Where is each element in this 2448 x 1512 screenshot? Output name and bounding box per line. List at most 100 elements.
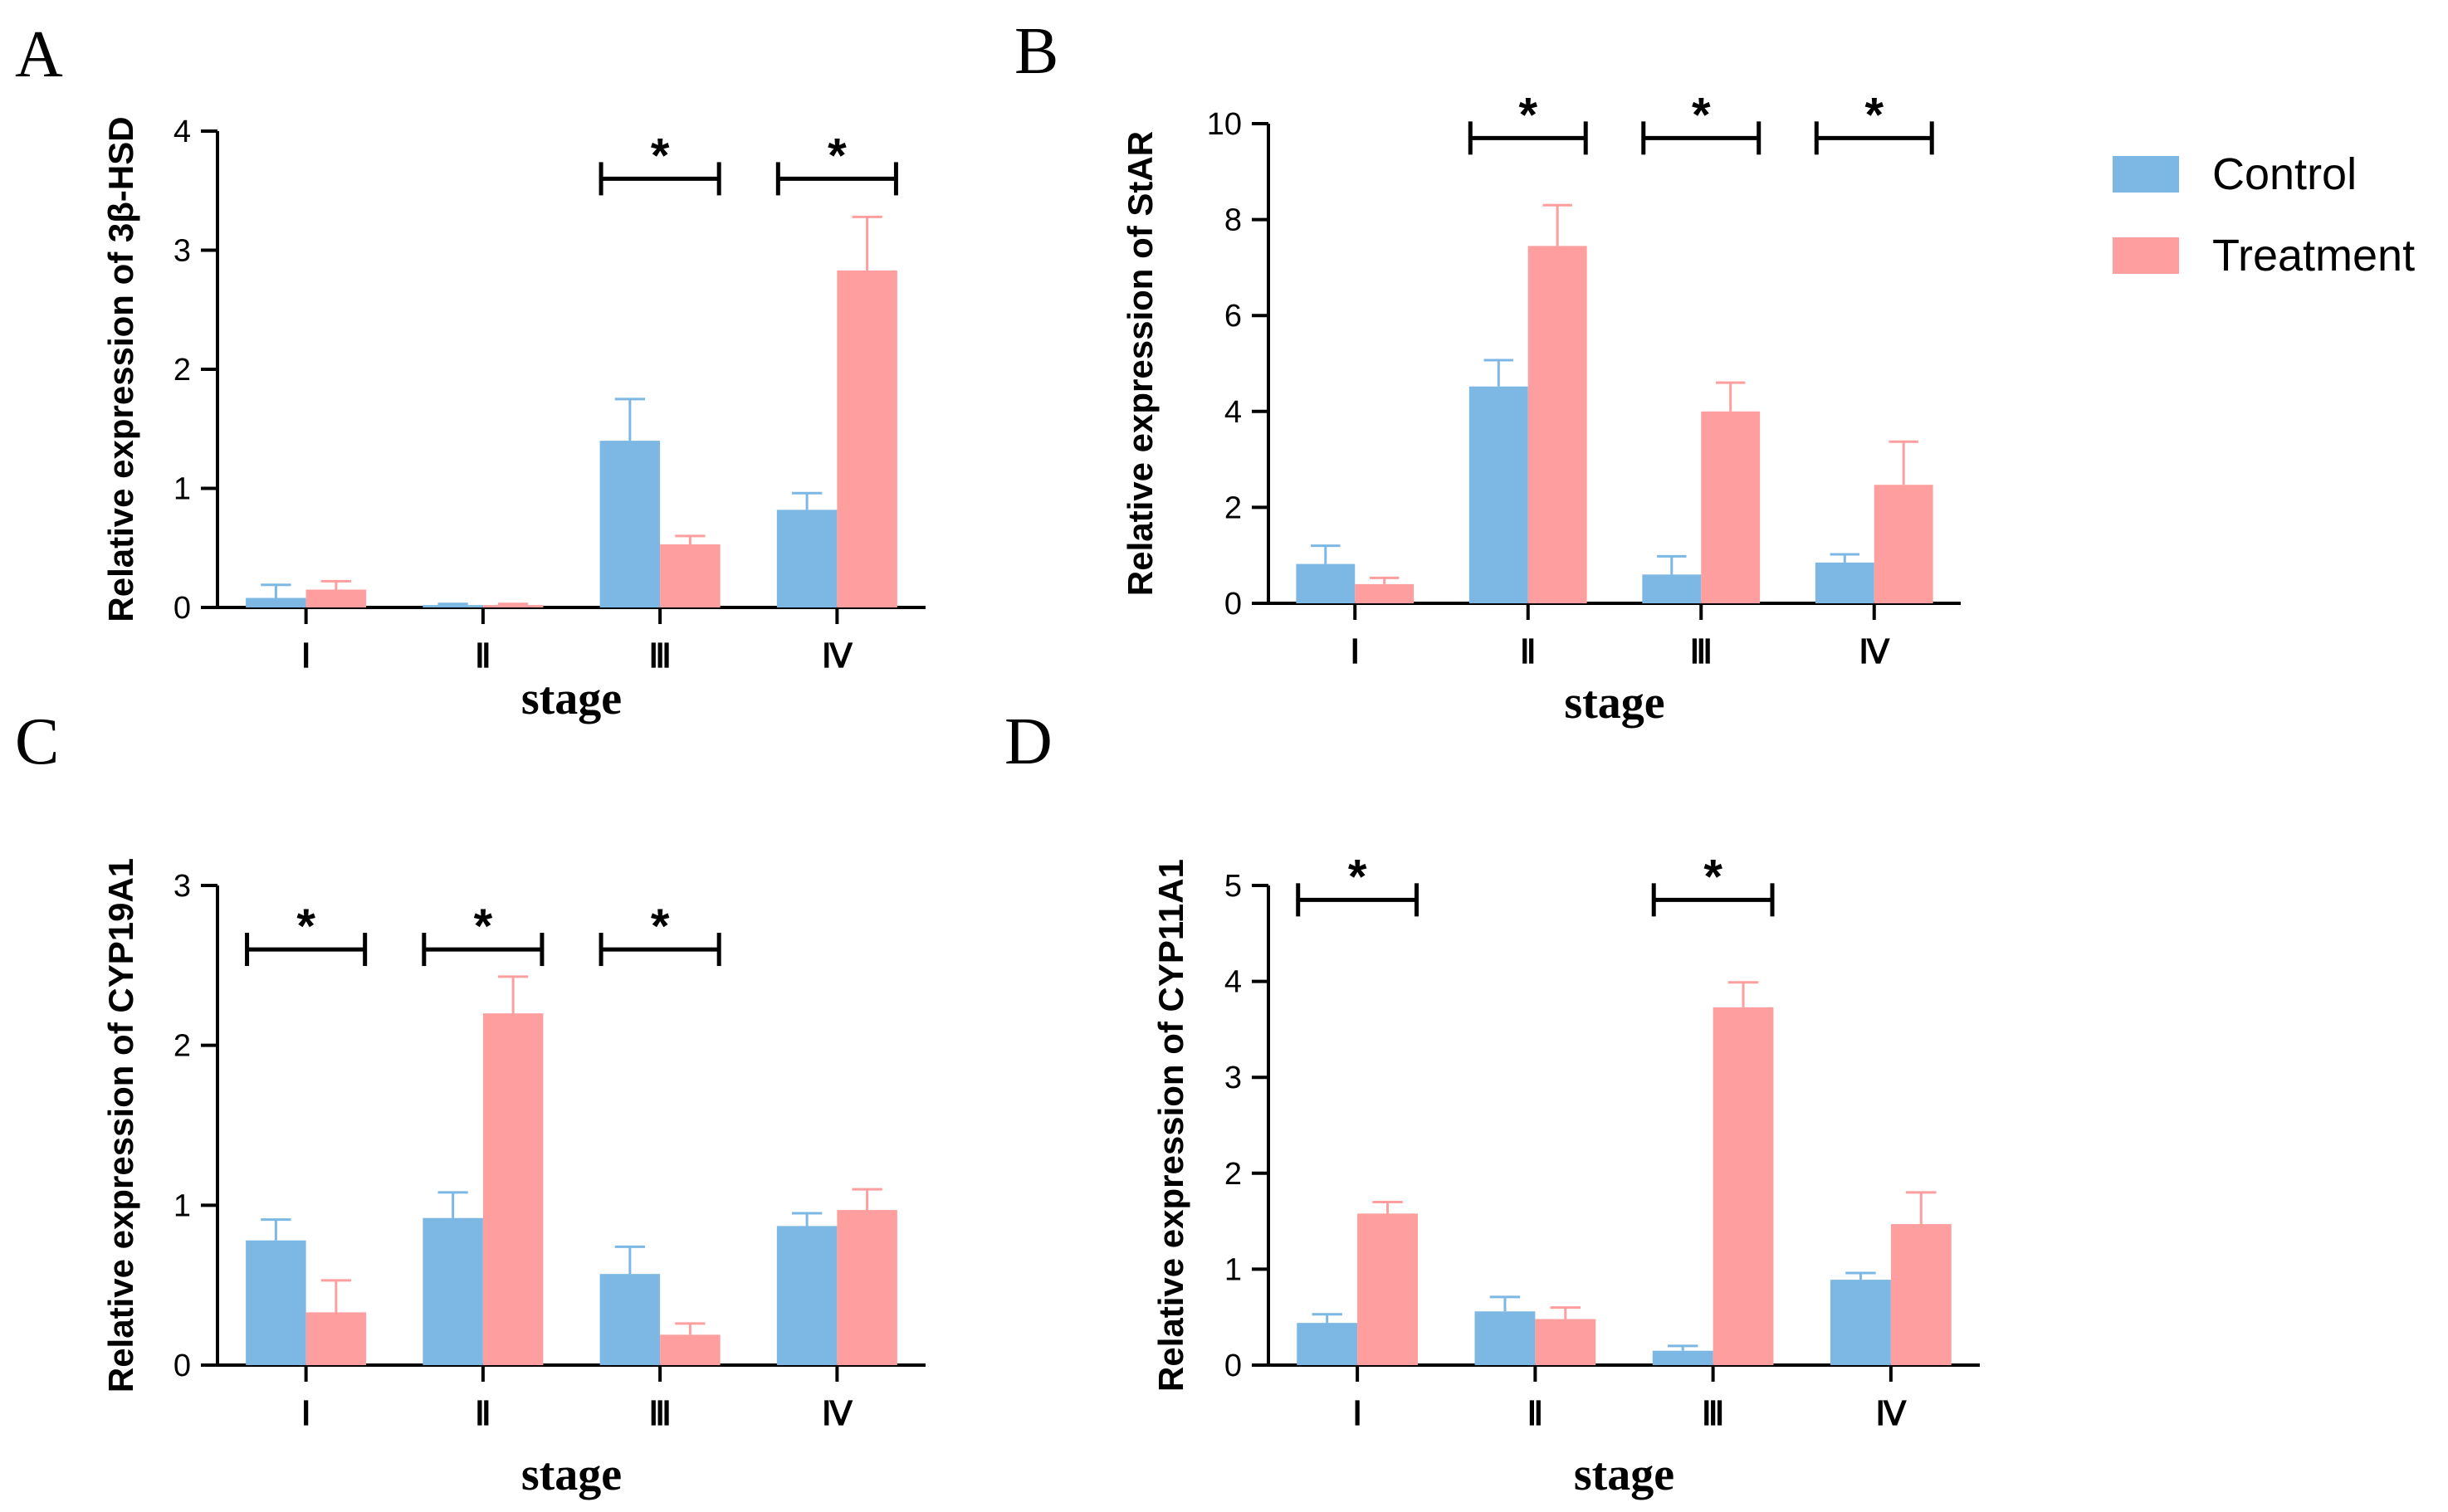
legend-item-treatment: Treatment bbox=[2113, 231, 2415, 280]
category-label: Ⅱ bbox=[1520, 633, 1537, 671]
category-label: Ⅲ bbox=[648, 1395, 672, 1432]
legend-swatch bbox=[2113, 237, 2179, 274]
significance-bracket: * bbox=[599, 900, 721, 967]
panel-b: B 0 2 4 6 8 10 Ⅰ Ⅱ Ⅲ Ⅳ * * * Relative expression of St… bbox=[1014, 15, 1961, 729]
bar-control bbox=[246, 597, 306, 607]
panel-letter: D bbox=[1004, 705, 1053, 778]
bar-treatment bbox=[1713, 1007, 1774, 1365]
bar-control bbox=[1830, 1280, 1891, 1365]
significance-bracket: * bbox=[245, 900, 368, 967]
y-tick-label: 0 bbox=[173, 591, 191, 626]
y-tick-label: 0 bbox=[173, 1349, 191, 1383]
category-label: Ⅰ bbox=[1350, 633, 1360, 671]
y-tick-label: 10 bbox=[1207, 107, 1242, 142]
significance-star: * bbox=[1703, 850, 1722, 904]
bar-treatment bbox=[1701, 411, 1761, 603]
significance-star: * bbox=[1692, 88, 1711, 142]
significance-bracket: * bbox=[422, 900, 545, 967]
bar-treatment bbox=[305, 589, 367, 607]
y-tick-label: 4 bbox=[1224, 395, 1242, 430]
bar-treatment bbox=[1874, 485, 1933, 603]
panel-letter: C bbox=[15, 705, 59, 778]
bar-treatment bbox=[1357, 1213, 1418, 1365]
category-label: Ⅲ bbox=[1702, 1395, 1725, 1432]
significance-bracket: * bbox=[1468, 88, 1588, 155]
y-tick-label: 1 bbox=[1224, 1252, 1242, 1287]
y-axis-label: Relative expression of StAR bbox=[1121, 131, 1160, 596]
bar-control bbox=[423, 605, 483, 607]
y-axis-label: Relative expression of CYP19A1 bbox=[101, 858, 140, 1393]
legend-label: Control bbox=[2212, 149, 2357, 199]
y-axis-label: Relative expression of CYP11A1 bbox=[1151, 859, 1190, 1392]
panel-letter: A bbox=[15, 18, 63, 91]
bar-control bbox=[1642, 574, 1702, 603]
category-label: Ⅰ bbox=[301, 637, 311, 675]
bar-control bbox=[599, 1274, 661, 1365]
bar-treatment bbox=[837, 270, 897, 607]
significance-star: * bbox=[474, 900, 493, 954]
y-tick-label: 6 bbox=[1224, 299, 1242, 334]
significance-star: * bbox=[651, 900, 670, 954]
bar-control bbox=[776, 1226, 838, 1365]
y-tick-label: 2 bbox=[173, 1029, 191, 1064]
legend: Control Treatment bbox=[2113, 149, 2415, 280]
category-label: Ⅰ bbox=[1352, 1395, 1362, 1432]
y-tick-label: 0 bbox=[1224, 587, 1242, 622]
significance-bracket: * bbox=[1641, 88, 1761, 155]
y-tick-label: 5 bbox=[1224, 869, 1242, 904]
significance-star: * bbox=[1348, 850, 1367, 904]
bar-control bbox=[246, 1240, 306, 1365]
y-tick-label: 0 bbox=[1224, 1349, 1242, 1383]
significance-star: * bbox=[1518, 88, 1537, 142]
bar-control bbox=[1652, 1350, 1713, 1365]
significance-bracket: * bbox=[775, 129, 898, 196]
legend-swatch bbox=[2113, 156, 2179, 193]
bar-treatment bbox=[1527, 246, 1587, 603]
y-axis-label: Relative expression of 3β-HSD bbox=[101, 116, 140, 622]
category-label: Ⅳ bbox=[1875, 1395, 1907, 1432]
bar-control bbox=[1297, 1323, 1358, 1365]
y-tick-label: 1 bbox=[173, 1188, 191, 1223]
category-label: Ⅱ bbox=[475, 1395, 491, 1432]
bar-treatment bbox=[1890, 1224, 1952, 1365]
legend-item-control: Control bbox=[2113, 149, 2357, 199]
significance-star: * bbox=[651, 129, 670, 183]
bar-treatment bbox=[1535, 1319, 1596, 1365]
y-tick-label: 1 bbox=[173, 472, 191, 507]
category-label: Ⅳ bbox=[1859, 633, 1890, 671]
x-axis-label: stage bbox=[521, 1449, 622, 1500]
bar-treatment bbox=[482, 605, 544, 607]
bar-control bbox=[776, 510, 838, 607]
bar-treatment bbox=[1355, 583, 1415, 603]
bar-treatment bbox=[482, 1013, 544, 1365]
y-tick-label: 2 bbox=[1224, 490, 1242, 525]
y-tick-label: 4 bbox=[173, 115, 191, 149]
x-axis-label: stage bbox=[521, 673, 622, 724]
panel-c: C 0 1 2 3 Ⅰ Ⅱ Ⅲ Ⅳ * * * Relative expression of CYP19… bbox=[15, 705, 926, 1500]
bar-control bbox=[1296, 563, 1356, 603]
x-axis-label: stage bbox=[1564, 677, 1664, 729]
bar-treatment bbox=[660, 1334, 721, 1365]
y-tick-label: 2 bbox=[1224, 1157, 1242, 1192]
significance-star: * bbox=[828, 129, 847, 183]
y-tick-label: 8 bbox=[1224, 203, 1242, 238]
significance-bracket: * bbox=[599, 129, 721, 196]
category-label: Ⅳ bbox=[822, 1395, 853, 1432]
panel-d: D 0 1 2 3 4 5 Ⅰ Ⅱ Ⅲ Ⅳ * * Relative expression of CYP1… bbox=[1004, 705, 1980, 1500]
x-axis-label: stage bbox=[1574, 1449, 1674, 1500]
y-tick-label: 3 bbox=[1224, 1061, 1242, 1095]
significance-bracket: * bbox=[1651, 850, 1775, 917]
bar-treatment bbox=[305, 1312, 367, 1365]
y-tick-label: 3 bbox=[173, 869, 191, 904]
y-tick-label: 4 bbox=[1224, 965, 1242, 1000]
category-label: Ⅱ bbox=[475, 637, 491, 675]
significance-bracket: * bbox=[1814, 88, 1934, 155]
bar-control bbox=[599, 441, 661, 607]
category-label: Ⅲ bbox=[648, 637, 672, 675]
y-tick-label: 3 bbox=[173, 234, 191, 269]
significance-bracket: * bbox=[1296, 850, 1419, 917]
category-label: Ⅱ bbox=[1527, 1395, 1544, 1432]
panels: A 0 1 2 3 4 Ⅰ Ⅱ Ⅲ Ⅳ * * Relative expression of 3β-HS… bbox=[15, 15, 1980, 1500]
category-label: Ⅲ bbox=[1689, 633, 1713, 671]
